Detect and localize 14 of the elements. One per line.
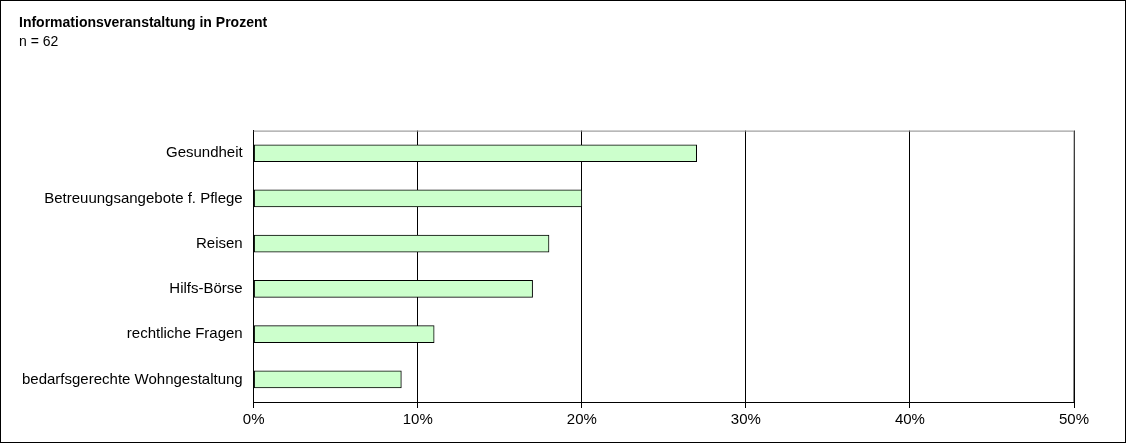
x-tick-label: 10% bbox=[402, 410, 433, 428]
y-tick-label: Betreuungsangebote f. Pflege bbox=[44, 188, 243, 206]
y-tick-label: bedarfsgerechte Wohngestaltung bbox=[21, 369, 243, 387]
y-tick-label: Hilfs-Börse bbox=[169, 279, 243, 297]
y-tick-label: rechtliche Fragen bbox=[126, 324, 243, 342]
chart-title: Informationsveranstaltung in Prozent bbox=[19, 14, 268, 31]
text: n = 62 bbox=[19, 33, 59, 50]
x-tick-label: 20% bbox=[566, 410, 597, 428]
x-tick-label: 50% bbox=[1058, 410, 1090, 428]
x-tick-label: 0% bbox=[242, 410, 265, 428]
y-tick-label: Gesundheit bbox=[165, 143, 244, 161]
y-tick-label: Reisen bbox=[196, 233, 243, 251]
x-tick-label: 40% bbox=[894, 410, 925, 428]
x-tick-label: 30% bbox=[730, 410, 761, 428]
